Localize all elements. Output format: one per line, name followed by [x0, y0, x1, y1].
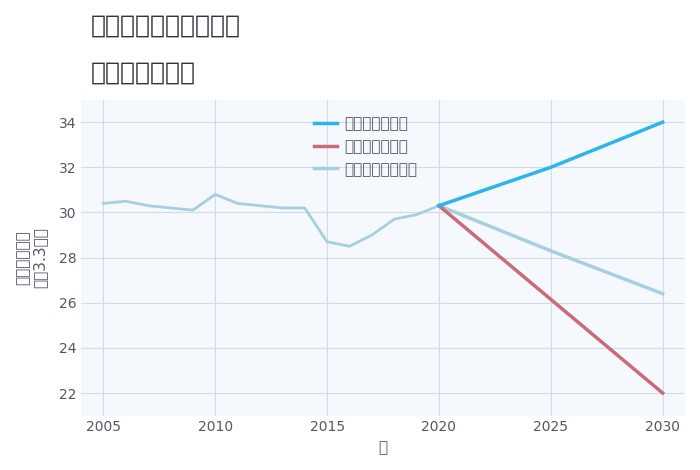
Line: バッドシナリオ: バッドシナリオ — [439, 206, 663, 393]
グッドシナリオ — [659, 119, 667, 125]
Line: グッドシナリオ: グッドシナリオ — [439, 122, 663, 206]
グッドシナリオ — [547, 164, 555, 170]
Legend: グッドシナリオ, バッドシナリオ, ノーマルシナリオ: グッドシナリオ, バッドシナリオ, ノーマルシナリオ — [308, 110, 424, 183]
ノーマルシナリオ — [435, 203, 443, 209]
X-axis label: 年: 年 — [379, 440, 388, 455]
ノーマルシナリオ — [659, 291, 667, 297]
Text: 愛知県碧南市権田町の: 愛知県碧南市権田町の — [91, 14, 241, 38]
Text: 土地の価格推移: 土地の価格推移 — [91, 61, 196, 85]
ノーマルシナリオ — [547, 248, 555, 254]
Line: ノーマルシナリオ: ノーマルシナリオ — [439, 206, 663, 294]
バッドシナリオ — [435, 203, 443, 209]
Y-axis label: 単価（万円）
坪（3.3㎡）: 単価（万円） 坪（3.3㎡） — [15, 227, 48, 288]
グッドシナリオ — [435, 203, 443, 209]
バッドシナリオ — [659, 390, 667, 396]
